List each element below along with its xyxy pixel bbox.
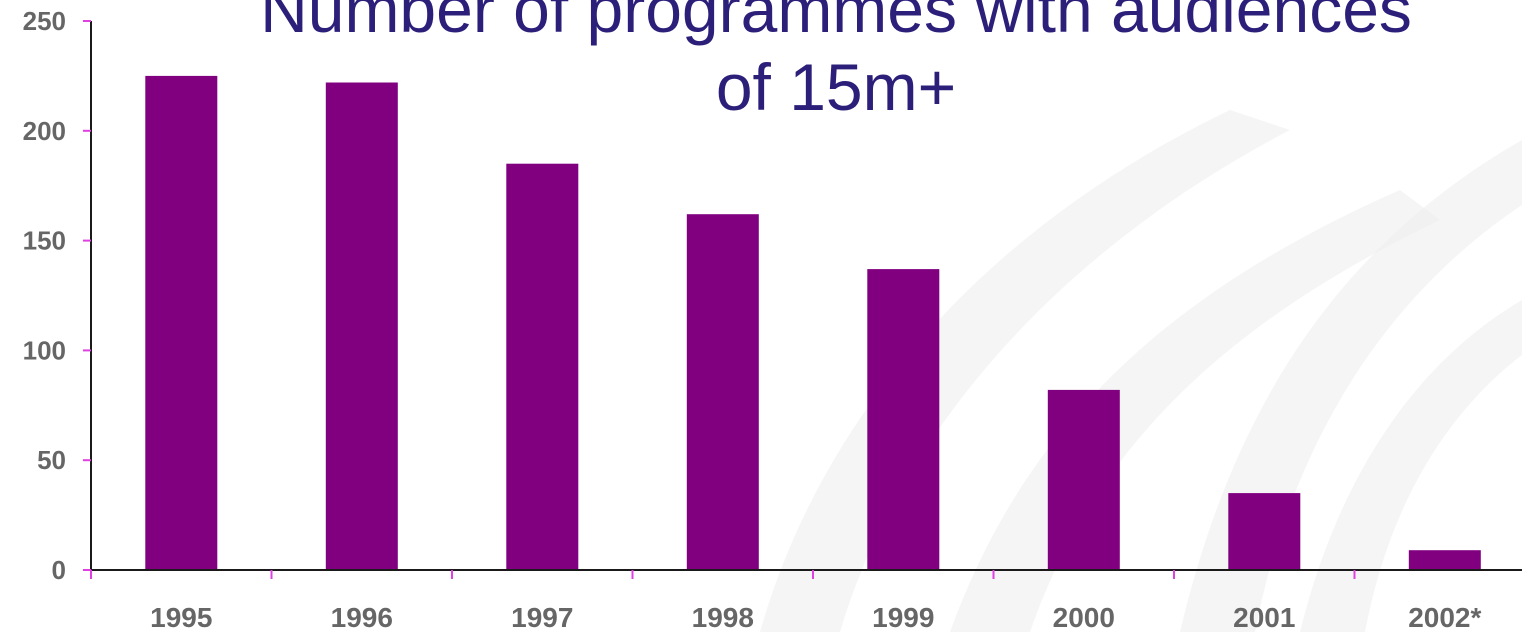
bar-1999: [867, 269, 940, 570]
y-tick-label: 200: [23, 116, 66, 146]
x-tick-labels: 1995 1996 1997 1998 1999 2000 2001 2002*: [150, 602, 1481, 632]
x-tick-label: 1999: [872, 602, 934, 632]
bar-1996: [325, 82, 398, 570]
background-swoosh-shape: [1300, 300, 1522, 632]
axes: [83, 20, 1522, 579]
x-tick-label: 2002*: [1408, 602, 1481, 632]
bar-2000: [1047, 389, 1120, 570]
y-tick-label: 0: [52, 555, 66, 585]
bars: [145, 75, 1481, 571]
bar-2001: [1228, 493, 1301, 570]
x-tick-label: 1997: [511, 602, 573, 632]
chart-title-line: of 15m+: [716, 50, 956, 124]
x-tick-label: 2001: [1233, 602, 1295, 632]
x-tick-label: 1996: [331, 602, 393, 632]
chart-title-line: Number of programmes with audiences: [260, 0, 1412, 46]
y-tick-label: 150: [23, 226, 66, 256]
bar-1998: [686, 214, 759, 570]
y-tick-label: 100: [23, 335, 66, 365]
bar-2002*: [1408, 550, 1481, 570]
x-tick-label: 1995: [150, 602, 212, 632]
x-tick-label: 1998: [692, 602, 754, 632]
y-tick-labels: 0 50 100 150 200 250: [23, 6, 66, 585]
bar-1997: [506, 163, 579, 570]
y-tick-label: 50: [37, 445, 66, 475]
y-tick-label: 250: [23, 6, 66, 36]
x-tick-label: 2000: [1053, 602, 1115, 632]
bar-1995: [145, 75, 218, 571]
